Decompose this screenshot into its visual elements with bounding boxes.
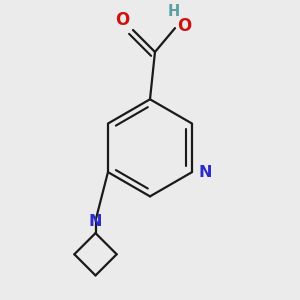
Text: O: O (177, 16, 191, 34)
Text: O: O (115, 11, 129, 29)
Text: N: N (89, 214, 102, 229)
Text: N: N (198, 165, 212, 180)
Text: H: H (168, 4, 180, 20)
